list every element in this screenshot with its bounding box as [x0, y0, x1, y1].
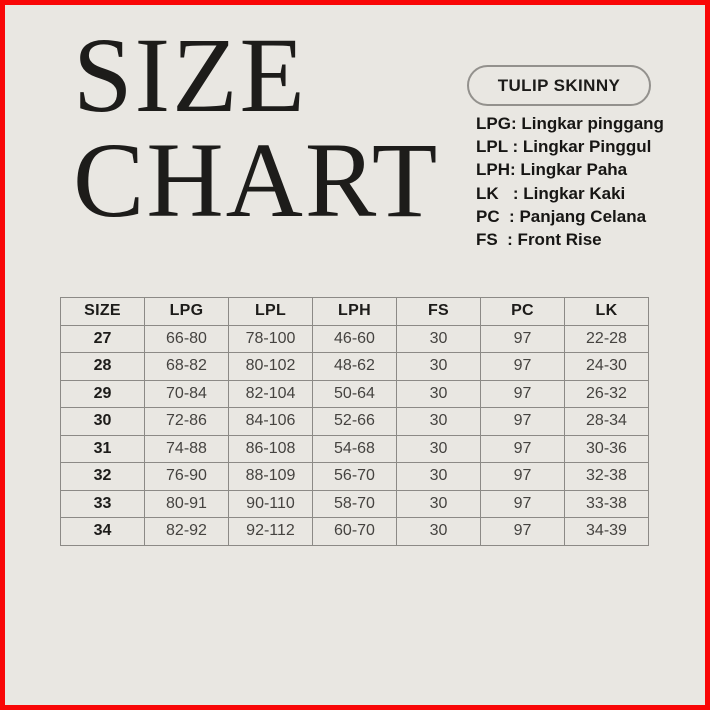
value-cell: 34-39 — [564, 517, 649, 546]
column-header-lph: LPH — [312, 297, 397, 326]
value-cell: 32-38 — [564, 462, 649, 491]
value-cell: 74-88 — [144, 434, 229, 463]
legend-line-lpl: LPL : Lingkar Pinggul — [476, 137, 652, 157]
value-cell: 88-109 — [228, 462, 313, 491]
table-row: 27 66-80 78-100 46-60 30 97 22-28 — [60, 324, 649, 353]
legend-line-lk: LK : Lingkar Kaki — [476, 183, 626, 203]
value-cell: 30 — [396, 434, 481, 463]
value-cell: 22-28 — [564, 324, 649, 353]
page-title-line1: SIZE — [73, 17, 307, 135]
legend-line-lpg: LPG: Lingkar pinggang — [476, 114, 664, 133]
page-title-line2: CHART — [73, 121, 440, 240]
size-chart-table: SIZE LPG LPL LPH FS PC LK 27 66-80 78-100 46-60 30… — [60, 297, 649, 546]
value-cell: 97 — [480, 489, 565, 518]
value-cell: 76-90 — [144, 462, 229, 491]
column-header-pc: PC — [480, 297, 565, 326]
column-header-fs: FS — [396, 297, 481, 326]
value-cell: 97 — [480, 517, 565, 546]
size-cell: 31 — [60, 434, 145, 463]
value-cell: 58-70 — [312, 489, 397, 518]
table-row: 33 80-91 90-110 58-70 30 97 33-38 — [60, 489, 649, 518]
value-cell: 82-92 — [144, 517, 229, 546]
value-cell: 97 — [480, 324, 565, 353]
size-cell: 27 — [60, 324, 145, 353]
legend-line-fs: FS : Front Rise — [476, 230, 602, 250]
column-header-lpl: LPL — [228, 297, 313, 326]
value-cell: 30 — [396, 407, 481, 436]
value-cell: 80-91 — [144, 489, 229, 518]
value-cell: 92-112 — [228, 517, 313, 546]
value-cell: 50-64 — [312, 379, 397, 408]
value-cell: 80-102 — [228, 352, 313, 381]
product-badge-label: TULIP SKINNY — [497, 75, 621, 95]
value-cell: 30-36 — [564, 434, 649, 463]
column-header-size: SIZE — [60, 297, 145, 326]
size-cell: 32 — [60, 462, 145, 491]
value-cell: 28-34 — [564, 407, 649, 436]
value-cell: 70-84 — [144, 379, 229, 408]
table-row: 34 82-92 92-112 60-70 30 97 34-39 — [60, 517, 649, 546]
value-cell: 97 — [480, 352, 565, 381]
legend-line-pc: PC : Panjang Celana — [476, 206, 647, 226]
abbreviation-legend: LPG: Lingkar pinggang LPL : Lingkar Ping… — [476, 112, 664, 251]
value-cell: 66-80 — [144, 324, 229, 353]
size-chart-table-body: 27 66-80 78-100 46-60 30 97 22-28 28 68-82 80-102… — [60, 324, 649, 546]
value-cell: 30 — [396, 324, 481, 353]
column-header-lk: LK — [564, 297, 649, 326]
value-cell: 97 — [480, 462, 565, 491]
legend-line-lph: LPH: Lingkar Paha — [476, 160, 628, 180]
value-cell: 30 — [396, 462, 481, 491]
value-cell: 72-86 — [144, 407, 229, 436]
value-cell: 52-66 — [312, 407, 397, 436]
value-cell: 48-62 — [312, 352, 397, 381]
size-cell: 34 — [60, 517, 145, 546]
value-cell: 97 — [480, 379, 565, 408]
value-cell: 26-32 — [564, 379, 649, 408]
value-cell: 97 — [480, 434, 565, 463]
table-row: 31 74-88 86-108 54-68 30 97 30-36 — [60, 434, 649, 463]
value-cell: 60-70 — [312, 517, 397, 546]
table-row: 28 68-82 80-102 48-62 30 97 24-30 — [60, 352, 649, 381]
value-cell: 54-68 — [312, 434, 397, 463]
page-title: SIZE CHART — [73, 17, 440, 240]
table-header-row: SIZE LPG LPL LPH FS PC LK — [60, 297, 649, 326]
value-cell: 97 — [480, 407, 565, 436]
value-cell: 46-60 — [312, 324, 397, 353]
value-cell: 82-104 — [228, 379, 313, 408]
value-cell: 30 — [396, 489, 481, 518]
size-cell: 33 — [60, 489, 145, 518]
value-cell: 30 — [396, 517, 481, 546]
value-cell: 24-30 — [564, 352, 649, 381]
value-cell: 78-100 — [228, 324, 313, 353]
value-cell: 30 — [396, 352, 481, 381]
size-cell: 29 — [60, 379, 145, 408]
size-cell: 30 — [60, 407, 145, 436]
value-cell: 30 — [396, 379, 481, 408]
table-row: 32 76-90 88-109 56-70 30 97 32-38 — [60, 462, 649, 491]
table-row: 30 72-86 84-106 52-66 30 97 28-34 — [60, 407, 649, 436]
size-chart-table-head: SIZE LPG LPL LPH FS PC LK — [60, 297, 649, 326]
column-header-lpg: LPG — [144, 297, 229, 326]
value-cell: 84-106 — [228, 407, 313, 436]
value-cell: 56-70 — [312, 462, 397, 491]
value-cell: 33-38 — [564, 489, 649, 518]
table-row: 29 70-84 82-104 50-64 30 97 26-32 — [60, 379, 649, 408]
value-cell: 90-110 — [228, 489, 313, 518]
value-cell: 86-108 — [228, 434, 313, 463]
product-badge: TULIP SKINNY — [467, 65, 651, 106]
size-cell: 28 — [60, 352, 145, 381]
value-cell: 68-82 — [144, 352, 229, 381]
